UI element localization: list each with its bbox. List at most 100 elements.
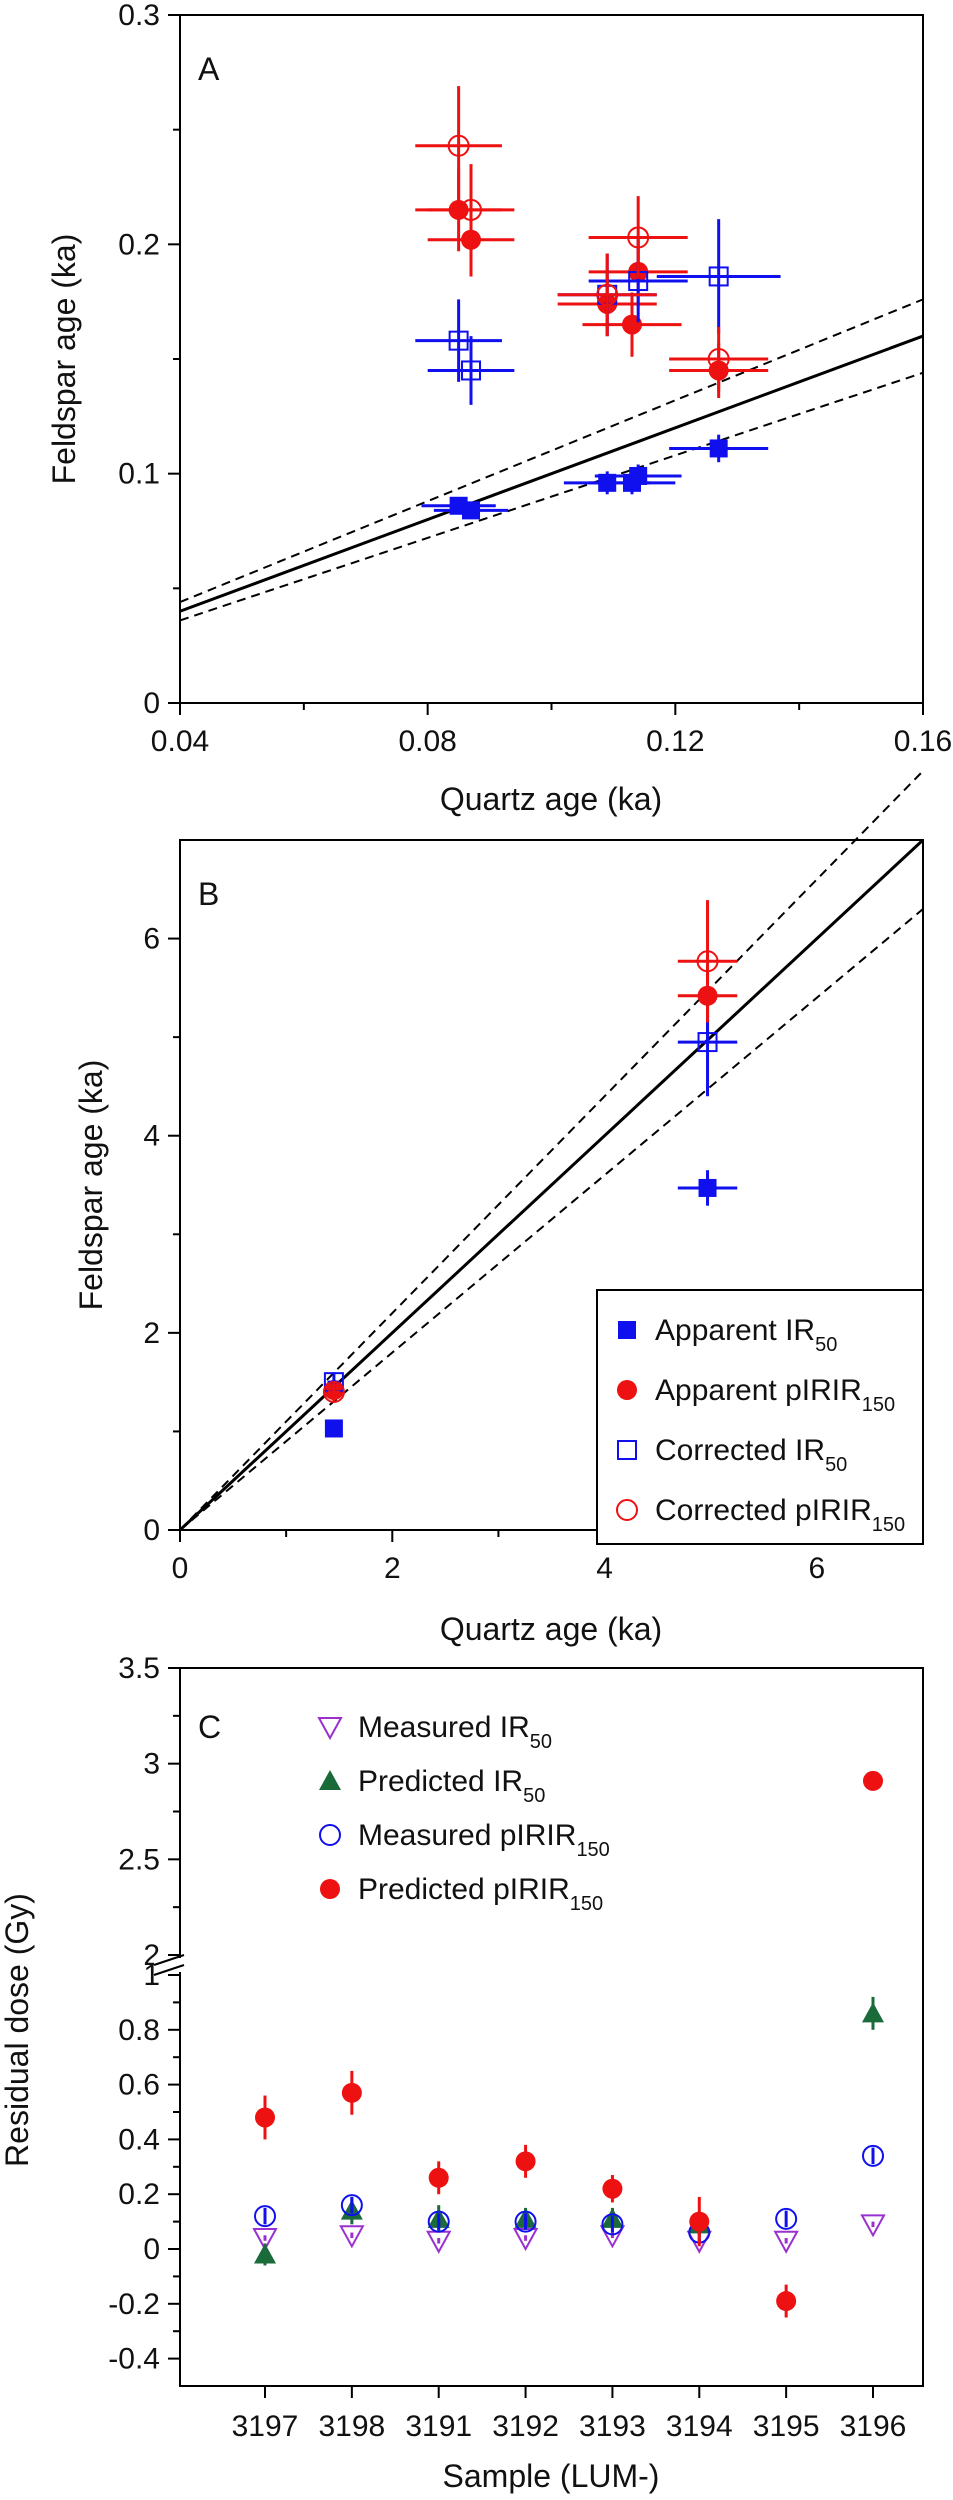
legend-marker-open-circle — [616, 1499, 638, 1521]
data-point-open-square — [708, 266, 729, 287]
panel-c-xlabel: Sample (LUM-) — [443, 2458, 660, 2494]
x-tick-label: 0.08 — [398, 725, 456, 758]
y-tick-label: 0 — [143, 687, 160, 720]
data-point-open-circle — [707, 348, 730, 370]
data-point-filled-circle — [341, 2082, 362, 2103]
data-point-filled-square — [462, 501, 481, 520]
panel-a-ticks: 0.04 0.08 0.12 0.16 0 0.1 0.2 0.3 — [118, 0, 952, 758]
data-point-open-circle — [447, 134, 470, 157]
panel-b-marks — [178, 770, 925, 1532]
legend-label: Corrected pIRIR150 — [655, 1494, 905, 1536]
legend-marker-filled-square — [618, 1321, 636, 1339]
x-tick-label: 3192 — [492, 2410, 559, 2443]
y-tick-label: 2 — [143, 1317, 160, 1350]
legend-label-text: Predicted pIRIR — [358, 1873, 570, 1906]
data-point-open-circle — [254, 2205, 276, 2228]
x-tick-label: 4 — [596, 1552, 613, 1585]
data-point-filled-circle — [515, 2151, 536, 2172]
legend-label: Apparent pIRIR150 — [655, 1374, 895, 1416]
panel-c-ticks: 3197 3198 3191 3192 3193 3194 3195 3196 -0.4 -0.2… — [108, 1652, 906, 2443]
y-tick-label: 3.5 — [118, 1652, 160, 1685]
y-tick-label: 6 — [143, 923, 160, 956]
data-point-filled-square — [324, 1419, 343, 1438]
x-tick-label: 3197 — [232, 2410, 299, 2443]
legend-marker-filled-circle — [617, 1380, 637, 1400]
legend-marker-filled-triangle-up — [319, 1770, 341, 1790]
data-point-open-circle — [601, 2213, 624, 2236]
legend-label-subscript: 50 — [523, 1785, 545, 1807]
y-tick-label: 0.2 — [118, 2178, 160, 2211]
legend-label-subscript: 150 — [872, 1514, 905, 1536]
data-point-open-circle — [427, 2210, 450, 2233]
y-tick-label: 3 — [143, 1748, 160, 1781]
panel-b-label: B — [198, 876, 219, 912]
panel-a-label: A — [198, 51, 220, 87]
legend-label-text: Apparent pIRIR — [655, 1374, 862, 1407]
data-point-filled-circle — [602, 2178, 623, 2199]
panel-b: 0 2 4 6 0 2 4 6 B Quartz age (ka) Feldspar age … — [73, 770, 925, 1647]
panel-a: 0.04 0.08 0.12 0.16 0 0.1 0.2 0.3 A Quartz age … — [46, 0, 952, 817]
data-point-filled-square — [698, 1178, 717, 1197]
y-tick-label: -0.4 — [108, 2343, 160, 2376]
legend-label: Measured pIRIR150 — [358, 1819, 610, 1861]
y-tick-label: 0 — [143, 2233, 160, 2266]
legend-label: Apparent IR50 — [655, 1314, 837, 1356]
legend-box — [596, 1289, 924, 1545]
panel-b-ticks: 0 2 4 6 0 2 4 6 — [143, 923, 825, 1585]
panel-c: 3197 3198 3191 3192 3193 3194 3195 3196 -0.4 -0.2… — [0, 1652, 924, 2494]
legend-label-text: Corrected IR — [655, 1434, 825, 1467]
panel-a-xlabel: Quartz age (ka) — [440, 781, 662, 817]
x-tick-label: 3196 — [840, 2410, 907, 2443]
legend-label-subscript: 50 — [530, 1731, 552, 1753]
x-tick-label: 3191 — [405, 2410, 472, 2443]
y-tick-label: 0.6 — [118, 2069, 160, 2102]
data-point-filled-triangle-up — [254, 2243, 276, 2264]
legend-marker-open-circle — [319, 1824, 341, 1846]
reference-line-dashed — [179, 298, 924, 604]
legend-label-subscript: 150 — [576, 1839, 609, 1861]
data-point-filled-square — [709, 439, 728, 458]
panel-a-marks — [179, 86, 924, 622]
data-point-open-circle — [322, 1381, 345, 1403]
panel-b-frame — [179, 839, 924, 1531]
x-tick-label: 0.16 — [894, 725, 952, 758]
legend-marker-open-square — [617, 1440, 637, 1460]
reference-line-solid — [179, 334, 924, 613]
data-point-filled-circle — [863, 1770, 883, 1791]
reference-line-dashed — [179, 908, 924, 1531]
legend-marker-open-triangle-down — [317, 1717, 343, 1741]
data-point-open-circle — [340, 2194, 363, 2217]
legend-label: Predicted IR50 — [358, 1765, 545, 1807]
data-point-filled-circle — [428, 2167, 449, 2188]
panel-c-marks — [252, 1770, 886, 2318]
data-point-filled-circle — [776, 2291, 797, 2312]
legend-label-subscript: 50 — [825, 1454, 847, 1476]
x-tick-label: 3198 — [318, 2410, 385, 2443]
axis-break-mark — [153, 1964, 185, 1976]
legend-label: Measured IR50 — [358, 1711, 552, 1753]
data-point-open-circle — [514, 2210, 537, 2233]
y-tick-label: 0.1 — [118, 458, 160, 491]
legend-label-text: Measured IR — [358, 1711, 530, 1744]
data-point-open-circle — [460, 198, 483, 221]
legend-marker-filled-circle — [320, 1879, 340, 1899]
reference-line-solid — [178, 838, 925, 1532]
x-tick-label: 3195 — [753, 2410, 820, 2443]
legend-label-text: Measured pIRIR — [358, 1819, 576, 1852]
data-point-open-triangle-down — [339, 2225, 365, 2249]
x-tick-label: 0.04 — [151, 725, 209, 758]
reference-line-dashed — [179, 770, 924, 1531]
y-tick-label: 0.4 — [118, 2123, 160, 2156]
x-tick-label: 3194 — [666, 2410, 733, 2443]
y-tick-label: -0.2 — [108, 2288, 160, 2321]
data-point-open-circle — [775, 2207, 798, 2230]
data-point-open-circle — [696, 950, 719, 973]
axis-break-mark — [153, 1954, 185, 1966]
legend-label-text: Apparent IR — [655, 1314, 815, 1347]
data-point-open-triangle-down — [252, 2228, 278, 2252]
legend-label-subscript: 150 — [862, 1394, 895, 1416]
legend-label-subscript: 50 — [815, 1334, 837, 1356]
data-point-open-circle — [862, 2144, 884, 2167]
